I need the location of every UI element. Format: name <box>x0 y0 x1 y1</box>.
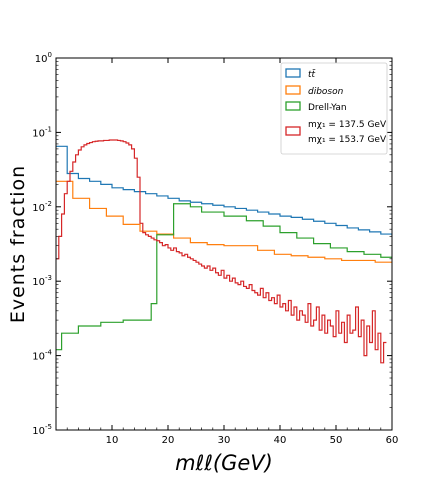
series-line-2 <box>56 203 392 351</box>
x-axis-label: mℓℓ(GeV) <box>175 451 273 475</box>
legend-swatch-ttbar <box>285 68 301 78</box>
x-tick-label: 50 <box>330 435 343 446</box>
y-tick-label: 100 <box>35 51 52 65</box>
legend-swatch-drellyan <box>285 101 301 111</box>
legend-label-signal-1: mχ₁ = 137.5 GeV <box>308 120 387 130</box>
legend-swatch-diboson <box>285 85 301 95</box>
x-tick-label: 60 <box>386 435 399 446</box>
legend-label-ttbar: tt̄ <box>308 68 316 80</box>
series-layer <box>56 139 392 364</box>
x-tick-label: 10 <box>106 435 119 446</box>
legend-label-diboson: diboson <box>308 87 344 97</box>
y-tick-label: 10-1 <box>32 125 52 139</box>
plot-area <box>56 139 392 364</box>
x-tick-label: 40 <box>274 435 287 446</box>
series-line-1 <box>56 180 392 263</box>
legend-box <box>280 62 388 155</box>
legend-label-drellyan: Drell-Yan <box>308 103 347 113</box>
legend-swatch-signal <box>285 126 301 136</box>
y-tick-label: 10-4 <box>32 349 52 363</box>
legend-label-signal-2: mχ₁ = 153.7 GeV <box>308 135 387 145</box>
x-tick-label: 30 <box>218 435 231 446</box>
series-line-0 <box>56 145 392 237</box>
legend: tt̄ diboson Drell-Yan mχ₁ = 137.5 GeV mχ… <box>280 62 388 155</box>
y-tick-label: 10-2 <box>32 200 52 214</box>
ticks-layer: 10 20 30 40 50 60 100 10-1 10-2 10-3 10-4 10-5 <box>32 51 398 446</box>
x-tick-label: 20 <box>162 435 175 446</box>
y-tick-label: 10-5 <box>32 423 52 437</box>
y-tick-label: 10-3 <box>32 274 52 288</box>
y-axis-label: Events fraction <box>7 165 29 323</box>
series-line-3 <box>56 139 387 364</box>
